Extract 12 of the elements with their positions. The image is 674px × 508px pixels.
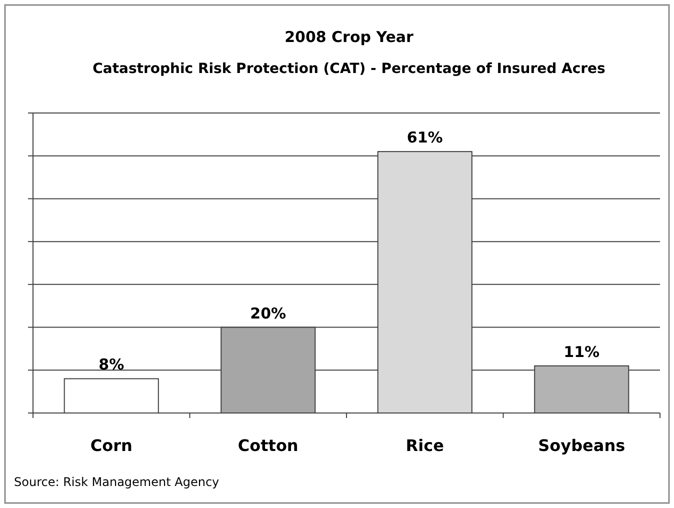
x-tick-label: Cotton [238, 436, 298, 455]
x-tick-label: Corn [90, 436, 132, 455]
bar [64, 378, 159, 414]
chart-subtitle: Catastrophic Risk Protection (CAT) - Percentage of Insured Acres [92, 61, 606, 77]
data-label: 8% [98, 356, 124, 374]
data-label: 11% [564, 342, 600, 361]
data-label: 20% [250, 304, 286, 322]
x-tick-label: Rice [406, 436, 444, 455]
x-tick-label: Soybeans [538, 436, 626, 455]
source-note: Source: Risk Management Agency [14, 475, 220, 489]
data-label: 61% [406, 128, 443, 147]
chart-title: 2008 Crop Year [284, 28, 414, 46]
